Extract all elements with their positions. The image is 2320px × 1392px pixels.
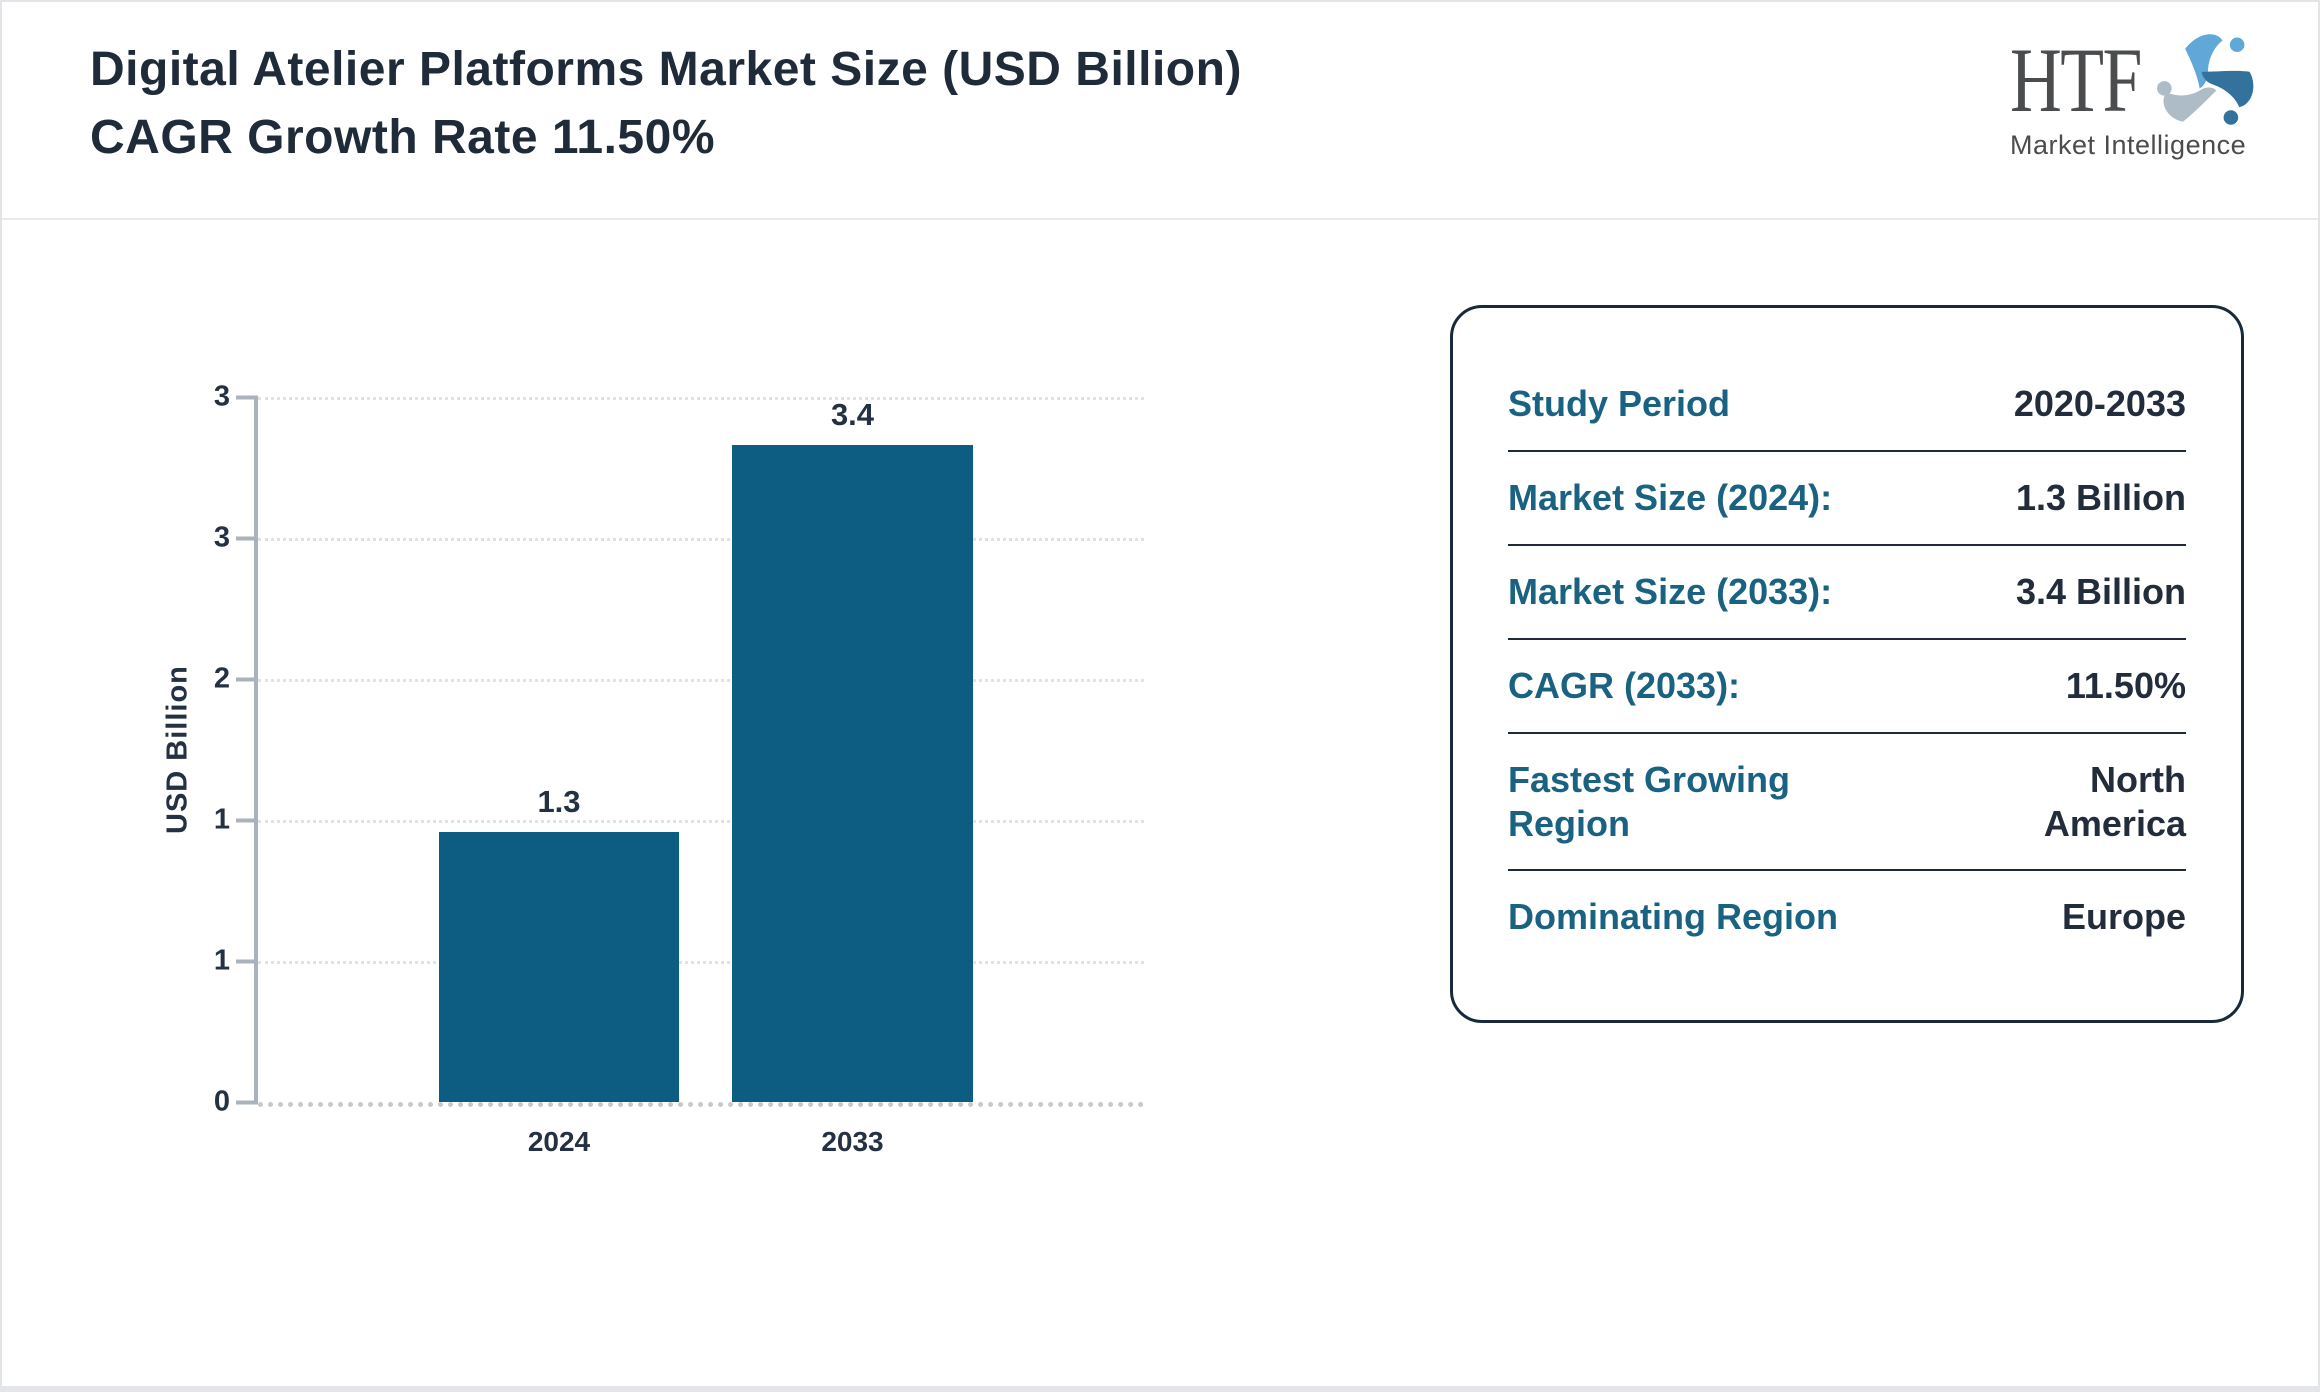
panel-row-value: 11.50% xyxy=(2065,664,2186,706)
panel-row-cagr: CAGR (2033): 11.50% xyxy=(1508,640,2186,734)
panel-row-dominating-region: Dominating Region Europe xyxy=(1508,871,2186,963)
header: Digital Atelier Platforms Market Size (U… xyxy=(2,2,2318,220)
x-axis-line xyxy=(258,1102,1144,1107)
panel-row-value: Europe xyxy=(2061,896,2186,938)
page-title: Digital Atelier Platforms Market Size (U… xyxy=(90,43,1242,165)
y-tick-label: 2 xyxy=(213,662,230,695)
bar-2024 xyxy=(439,832,679,1102)
panel-row-label: Market Size (2024): xyxy=(1508,476,1833,518)
y-tick-label: 1 xyxy=(213,944,230,977)
panel-row-label: Fastest Growing Region xyxy=(1508,758,1791,844)
y-tick-label: 3 xyxy=(213,521,230,554)
x-tick-label-2024: 2024 xyxy=(527,1126,591,1157)
y-tick-label: 0 xyxy=(213,1085,230,1118)
htf-logo-text: HTF xyxy=(2010,29,2142,131)
gridline xyxy=(258,679,1144,682)
panel-row-market-size-2033: Market Size (2033): 3.4 Billion xyxy=(1508,546,2186,640)
panel-row-fastest-growing-region: Fastest Growing Region North America xyxy=(1508,734,2186,872)
panel-row-value: 2020-2033 xyxy=(2013,383,2186,424)
bar-2033 xyxy=(732,445,973,1102)
panel-row-market-size-2024: Market Size (2024): 1.3 Billion xyxy=(1508,452,2186,546)
panel-row-label: Study Period xyxy=(1508,383,1731,424)
gridline xyxy=(258,820,1144,823)
bar-group-2033: 3.4 xyxy=(732,397,973,1102)
panel-row-label: Market Size (2033): xyxy=(1508,570,1833,612)
x-tick-label-2033: 2033 xyxy=(821,1126,884,1157)
panel-row-label: CAGR (2033): xyxy=(1508,664,1741,706)
panel-row-value: 1.3 Billion xyxy=(2015,476,2186,518)
htf-logo-subtitle: Market Intelligence xyxy=(2010,130,2247,160)
panel-row-label: Dominating Region xyxy=(1508,896,1838,938)
bar-group-2024: 1.3 xyxy=(439,397,679,1102)
gridline xyxy=(258,961,1144,964)
bar-chart: 3 3 2 1 1 0 1.3 3.4 2024 2033 xyxy=(214,382,1144,1157)
summary-panel: Study Period 2020-2033 Market Size (2024… xyxy=(1450,305,2244,1023)
gridline xyxy=(258,397,1144,400)
y-tick-label: 1 xyxy=(213,803,230,836)
bar-value-label: 3.4 xyxy=(830,397,875,432)
panel-row-value: 3.4 Billion xyxy=(2015,570,2186,612)
bar-value-label: 1.3 xyxy=(537,784,581,820)
htf-logo-swirl-icon xyxy=(2157,34,2254,125)
y-tick-label: 3 xyxy=(213,380,230,413)
gridline xyxy=(258,538,1144,541)
y-axis-title: USD Billion xyxy=(161,665,194,834)
htf-logo: HTF xyxy=(2010,32,2260,182)
panel-row-study-period: Study Period 2020-2033 xyxy=(1508,358,2186,452)
panel-row-value: North America xyxy=(2043,758,2186,844)
